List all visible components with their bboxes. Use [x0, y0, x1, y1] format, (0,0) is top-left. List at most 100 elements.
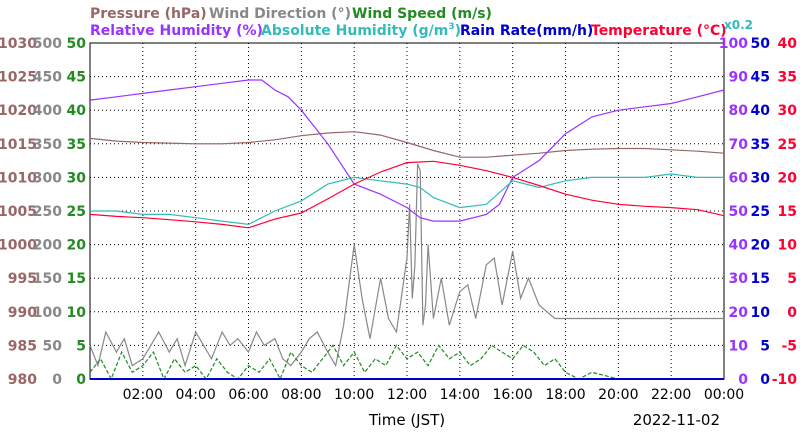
rain-tick: 30	[751, 170, 771, 186]
rain-tick: 20	[751, 238, 771, 254]
wind-speed-tick: 40	[67, 103, 87, 119]
temperature-tick: 20	[778, 170, 798, 186]
abs-humidity-label: Absolute Humidity (g/m3)	[261, 22, 461, 39]
pressure-tick: 1030	[0, 36, 37, 52]
temperature-tick: 40	[778, 36, 798, 52]
humidity-tick: 10	[729, 338, 749, 354]
pressure-axis: 1030 1025 1020 1015 1010 1005 1000 995 990 985 980	[0, 36, 37, 388]
time-tick: 20:00	[598, 387, 638, 403]
wind-direction-tick: 400	[33, 103, 62, 119]
temperature-tick: 30	[778, 103, 798, 119]
wind-direction-tick: 100	[33, 305, 62, 321]
rain-tick: 10	[751, 305, 771, 321]
pressure-tick: 1000	[0, 238, 37, 254]
time-axis: 02:00 04:00 06:00 08:00 10:00 12:00 14:00 16:00…	[123, 387, 745, 403]
wind-direction-tick: 200	[33, 238, 62, 254]
humidity-tick: 30	[729, 271, 749, 287]
pressure-tick: 1020	[0, 103, 37, 119]
temperature-tick: -5	[781, 338, 797, 354]
time-tick: 22:00	[651, 387, 691, 403]
wind-speed-label: Wind Speed (m/s)	[352, 6, 492, 22]
temperature-tick: 15	[778, 204, 797, 220]
series-layer	[89, 79, 725, 381]
pressure-tick: 1005	[0, 204, 37, 220]
pressure-tick: 1015	[0, 137, 37, 153]
wind-direction-tick: 150	[33, 271, 62, 287]
wind-speed-tick: 35	[67, 137, 86, 153]
time-tick: 08:00	[281, 387, 321, 403]
humidity-tick: 90	[729, 70, 749, 86]
pressure-tick: 990	[8, 305, 37, 321]
pressure-label: Pressure (hPa)	[90, 6, 207, 22]
time-tick: 14:00	[440, 387, 480, 403]
temperature-tick: 35	[778, 70, 797, 86]
wind-direction-tick: 250	[33, 204, 62, 220]
series-wind-speed	[89, 344, 724, 381]
wind-speed-tick: 20	[67, 238, 87, 254]
pressure-tick: 980	[8, 372, 37, 388]
pressure-tick: 985	[8, 338, 37, 354]
humidity-tick: 20	[729, 305, 749, 321]
humidity-label: Relative Humidity (%)	[90, 23, 263, 39]
wind-speed-tick: 15	[67, 271, 86, 287]
rain-rate-label: Rain Rate(mm/h)	[460, 23, 593, 39]
rain-tick: 5	[760, 338, 770, 354]
wind-direction-tick: 0	[52, 372, 62, 388]
temperature-tick: 25	[778, 137, 797, 153]
time-tick: 16:00	[492, 387, 532, 403]
wind-speed-tick: 25	[67, 204, 86, 220]
time-tick: 04:00	[175, 387, 215, 403]
wind-direction-tick: 500	[33, 36, 62, 52]
time-tick: 02:00	[123, 387, 163, 403]
rain-tick: 45	[751, 70, 770, 86]
wind-direction-tick: 300	[33, 170, 62, 186]
wind-speed-tick: 10	[67, 305, 87, 321]
x-axis-label: Time (JST)	[368, 411, 445, 429]
temperature-tick: 5	[787, 271, 797, 287]
wind-speed-tick: 30	[67, 170, 87, 186]
humidity-tick: 80	[729, 103, 749, 119]
series-abs-humidity	[90, 173, 724, 226]
humidity-tick: 100	[719, 36, 748, 52]
humidity-tick: 50	[729, 204, 749, 220]
wind-direction-tick: 450	[33, 70, 62, 86]
time-tick: 10:00	[334, 387, 374, 403]
rain-tick: 50	[751, 36, 771, 52]
pressure-tick: 995	[8, 271, 37, 287]
rain-tick: 35	[751, 137, 770, 153]
rain-tick: 40	[751, 103, 771, 119]
wind-speed-tick: 45	[67, 70, 86, 86]
wind-speed-tick: 50	[67, 36, 87, 52]
temperature-axis: 40 35 30 25 20 15 10 5 0 -5 -10	[772, 36, 798, 388]
series-wind-direction	[89, 163, 724, 368]
series-pressure	[89, 131, 725, 158]
wind-direction-tick: 50	[43, 338, 63, 354]
chart-date: 2022-11-02	[633, 411, 720, 429]
time-tick: 18:00	[545, 387, 585, 403]
humidity-tick: 70	[729, 137, 749, 153]
abs-humidity-scale: x0.2	[724, 18, 753, 32]
pressure-tick: 1010	[0, 170, 37, 186]
wind-direction-tick: 350	[33, 137, 62, 153]
time-tick: 00:00	[704, 387, 744, 403]
wind-direction-label: Wind Direction (°)	[209, 6, 351, 22]
humidity-tick: 40	[729, 238, 749, 254]
time-tick: 06:00	[228, 387, 268, 403]
rain-tick: 0	[760, 372, 770, 388]
series-humidity	[89, 79, 725, 222]
rain-tick: 15	[751, 271, 770, 287]
rain-tick: 25	[751, 204, 770, 220]
wind-speed-tick: 0	[76, 372, 86, 388]
series-temperature	[89, 160, 725, 229]
temperature-tick: 10	[778, 238, 798, 254]
humidity-tick: 60	[729, 170, 749, 186]
temperature-label: Temperature (°C)	[591, 23, 727, 39]
humidity-tick: 0	[738, 372, 748, 388]
pressure-tick: 1025	[0, 70, 37, 86]
wind-speed-tick: 5	[76, 338, 86, 354]
